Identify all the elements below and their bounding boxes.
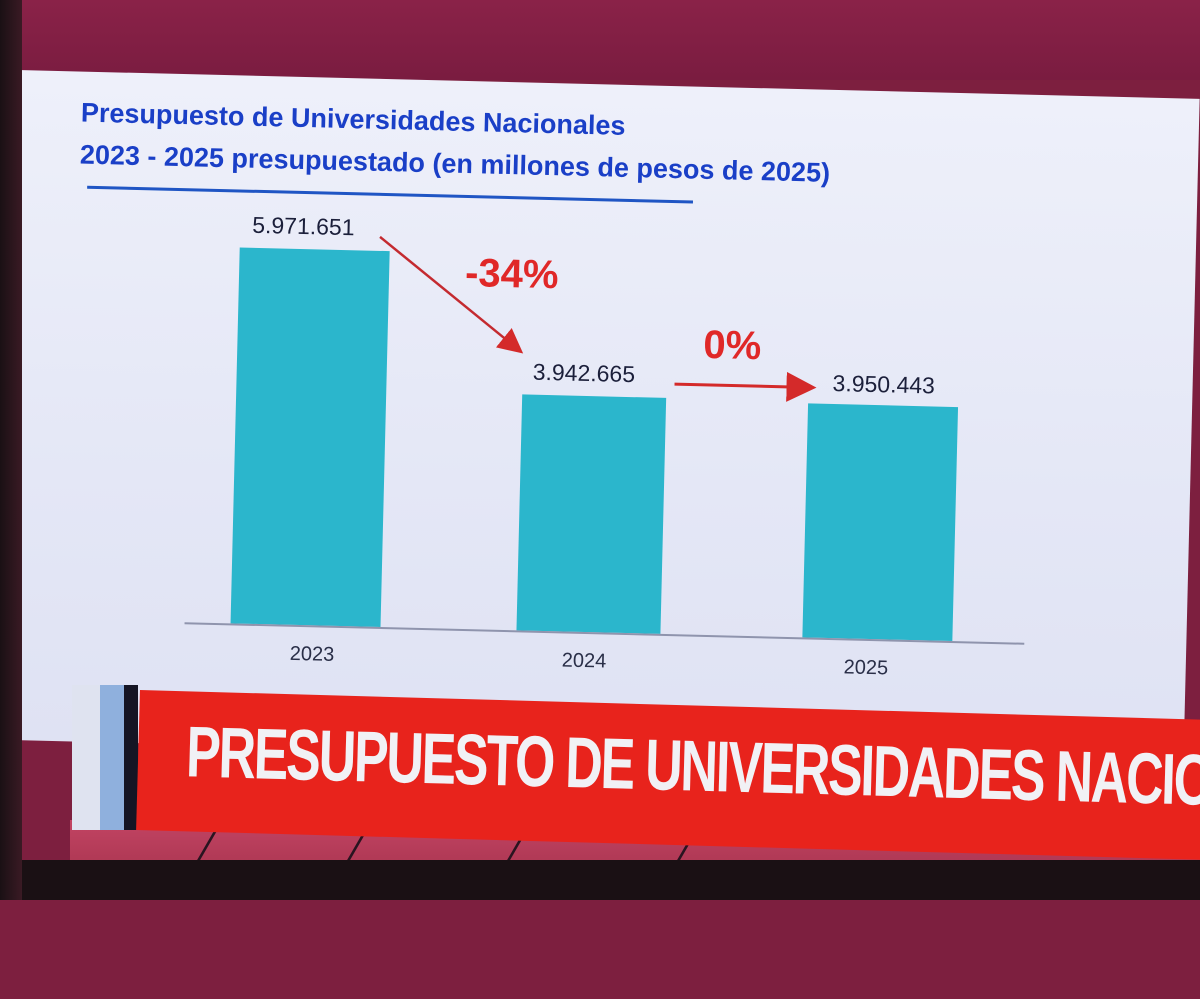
x-label-2024: 2024 <box>561 649 607 673</box>
x-label-2023: 2023 <box>289 642 335 666</box>
right-arrow-icon <box>674 371 817 402</box>
bar-value-2023: 5.971.651 <box>251 211 355 241</box>
bar-2023 <box>230 247 390 628</box>
bar-2025 <box>802 403 959 641</box>
lower-third-accent <box>100 685 128 830</box>
bar-value-2025: 3.950.443 <box>832 369 936 399</box>
change-2024-2025: 0% <box>702 322 762 369</box>
x-label-2025: 2025 <box>843 656 889 680</box>
tv-bezel <box>0 860 1200 900</box>
title-underline <box>87 185 694 204</box>
tv-bezel <box>0 0 22 900</box>
studio-background <box>0 0 1200 80</box>
bar-value-2024: 3.942.665 <box>532 358 636 388</box>
lower-third-headline: PRESUPUESTO DE UNIVERSIDADES NACIONALES … <box>185 712 1200 826</box>
lower-third-banner: PRESUPUESTO DE UNIVERSIDADES NACIONALES … <box>136 690 1200 860</box>
chart-title: Presupuesto de Universidades Nacionales <box>80 97 626 141</box>
lower-third-accent <box>124 685 138 830</box>
chart-subtitle: 2023 - 2025 presupuestado (en millones d… <box>79 139 831 188</box>
change-2023-2024: -34% <box>464 250 560 298</box>
bar-2024 <box>516 394 667 634</box>
chart-slide: Presupuesto de Universidades Nacionales … <box>1 70 1200 770</box>
